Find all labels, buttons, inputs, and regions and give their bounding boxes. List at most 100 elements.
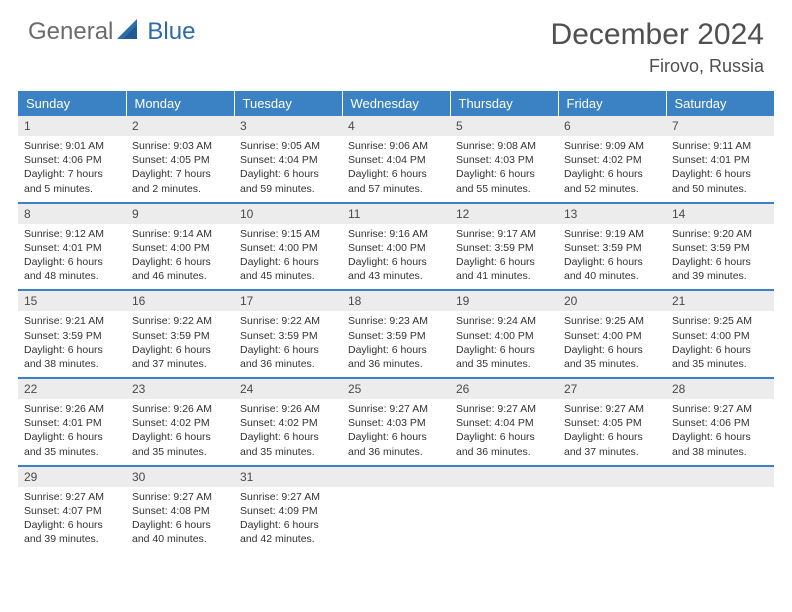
sunrise-text: Sunrise: 9:25 AM [672,314,768,328]
daylight-text-cont: and 35 minutes. [132,445,228,459]
sunset-text: Sunset: 4:06 PM [672,416,768,430]
daylight-text: Daylight: 6 hours [672,430,768,444]
daylight-text: Daylight: 6 hours [564,167,660,181]
daylight-text-cont: and 52 minutes. [564,182,660,196]
weekday-header: Tuesday [234,91,342,116]
day-details: Sunrise: 9:27 AMSunset: 4:07 PMDaylight:… [18,487,126,553]
day-number: 12 [450,204,558,224]
daylight-text: Daylight: 6 hours [24,255,120,269]
day-details: Sunrise: 9:09 AMSunset: 4:02 PMDaylight:… [558,136,666,202]
sunrise-text: Sunrise: 9:01 AM [24,139,120,153]
logo-sail-icon [117,19,143,46]
sunset-text: Sunset: 4:04 PM [348,153,444,167]
day-details: Sunrise: 9:26 AMSunset: 4:01 PMDaylight:… [18,399,126,465]
sunrise-text: Sunrise: 9:27 AM [672,402,768,416]
sunrise-text: Sunrise: 9:27 AM [240,490,336,504]
daylight-text: Daylight: 7 hours [24,167,120,181]
daylight-text-cont: and 2 minutes. [132,182,228,196]
daylight-text-cont: and 37 minutes. [564,445,660,459]
page-title: December 2024 [551,18,764,52]
weekday-header: Thursday [450,91,558,116]
calendar-cell [558,466,666,553]
calendar-cell [450,466,558,553]
day-details: Sunrise: 9:26 AMSunset: 4:02 PMDaylight:… [126,399,234,465]
day-number: 15 [18,291,126,311]
daylight-text: Daylight: 6 hours [132,343,228,357]
daylight-text-cont: and 36 minutes. [456,445,552,459]
daylight-text-cont: and 42 minutes. [240,532,336,546]
daylight-text-cont: and 37 minutes. [132,357,228,371]
daylight-text: Daylight: 6 hours [564,430,660,444]
day-number: 24 [234,379,342,399]
weekday-header: Saturday [666,91,774,116]
calendar-cell: 15Sunrise: 9:21 AMSunset: 3:59 PMDayligh… [18,290,126,378]
calendar-cell: 24Sunrise: 9:26 AMSunset: 4:02 PMDayligh… [234,378,342,466]
sunset-text: Sunset: 4:07 PM [24,504,120,518]
day-details: Sunrise: 9:11 AMSunset: 4:01 PMDaylight:… [666,136,774,202]
day-details: Sunrise: 9:25 AMSunset: 4:00 PMDaylight:… [666,311,774,377]
day-number: 4 [342,116,450,136]
daylight-text: Daylight: 6 hours [24,343,120,357]
sunrise-text: Sunrise: 9:03 AM [132,139,228,153]
day-number: 30 [126,467,234,487]
sunrise-text: Sunrise: 9:14 AM [132,227,228,241]
sunset-text: Sunset: 4:01 PM [672,153,768,167]
daylight-text-cont: and 50 minutes. [672,182,768,196]
sunrise-text: Sunrise: 9:26 AM [132,402,228,416]
daylight-text-cont: and 48 minutes. [24,269,120,283]
sunrise-text: Sunrise: 9:16 AM [348,227,444,241]
daylight-text-cont: and 46 minutes. [132,269,228,283]
daylight-text-cont: and 39 minutes. [672,269,768,283]
day-number-empty [342,467,450,487]
day-number-empty [558,467,666,487]
day-details: Sunrise: 9:15 AMSunset: 4:00 PMDaylight:… [234,224,342,290]
day-number: 17 [234,291,342,311]
daylight-text-cont: and 36 minutes. [240,357,336,371]
daylight-text: Daylight: 6 hours [564,255,660,269]
day-details: Sunrise: 9:17 AMSunset: 3:59 PMDaylight:… [450,224,558,290]
sunset-text: Sunset: 4:00 PM [672,329,768,343]
daylight-text: Daylight: 6 hours [24,430,120,444]
daylight-text-cont: and 57 minutes. [348,182,444,196]
calendar-cell: 3Sunrise: 9:05 AMSunset: 4:04 PMDaylight… [234,116,342,203]
sunset-text: Sunset: 4:02 PM [132,416,228,430]
day-details: Sunrise: 9:27 AMSunset: 4:03 PMDaylight:… [342,399,450,465]
daylight-text: Daylight: 6 hours [348,343,444,357]
brand-part1: General [28,18,113,46]
day-details: Sunrise: 9:16 AMSunset: 4:00 PMDaylight:… [342,224,450,290]
location-text: Firovo, Russia [551,56,764,77]
sunrise-text: Sunrise: 9:12 AM [24,227,120,241]
daylight-text-cont: and 36 minutes. [348,357,444,371]
calendar-cell: 20Sunrise: 9:25 AMSunset: 4:00 PMDayligh… [558,290,666,378]
calendar-cell: 9Sunrise: 9:14 AMSunset: 4:00 PMDaylight… [126,203,234,291]
calendar-cell: 11Sunrise: 9:16 AMSunset: 4:00 PMDayligh… [342,203,450,291]
daylight-text: Daylight: 6 hours [348,255,444,269]
weekday-header: Friday [558,91,666,116]
day-number-empty [666,467,774,487]
calendar-row: 22Sunrise: 9:26 AMSunset: 4:01 PMDayligh… [18,378,774,466]
day-details: Sunrise: 9:14 AMSunset: 4:00 PMDaylight:… [126,224,234,290]
calendar-row: 29Sunrise: 9:27 AMSunset: 4:07 PMDayligh… [18,466,774,553]
day-details: Sunrise: 9:24 AMSunset: 4:00 PMDaylight:… [450,311,558,377]
sunrise-text: Sunrise: 9:20 AM [672,227,768,241]
day-number: 28 [666,379,774,399]
daylight-text-cont: and 38 minutes. [24,357,120,371]
sunrise-text: Sunrise: 9:19 AM [564,227,660,241]
weekday-header: Wednesday [342,91,450,116]
day-details: Sunrise: 9:03 AMSunset: 4:05 PMDaylight:… [126,136,234,202]
sunrise-text: Sunrise: 9:27 AM [348,402,444,416]
sunset-text: Sunset: 4:01 PM [24,241,120,255]
day-details: Sunrise: 9:08 AMSunset: 4:03 PMDaylight:… [450,136,558,202]
calendar-cell: 28 Sunrise: 9:27 AMSunset: 4:06 PMDayligh… [666,378,774,466]
daylight-text: Daylight: 6 hours [132,518,228,532]
day-number: 31 [234,467,342,487]
day-details: Sunrise: 9:19 AMSunset: 3:59 PMDaylight:… [558,224,666,290]
calendar-cell: 5Sunrise: 9:08 AMSunset: 4:03 PMDaylight… [450,116,558,203]
sunrise-text: Sunrise: 9:27 AM [456,402,552,416]
day-number: 16 [126,291,234,311]
daylight-text-cont: and 35 minutes. [456,357,552,371]
daylight-text: Daylight: 6 hours [564,343,660,357]
day-details: Sunrise: 9:12 AMSunset: 4:01 PMDaylight:… [18,224,126,290]
day-details: Sunrise: 9:06 AMSunset: 4:04 PMDaylight:… [342,136,450,202]
calendar-cell: 1Sunrise: 9:01 AMSunset: 4:06 PMDaylight… [18,116,126,203]
